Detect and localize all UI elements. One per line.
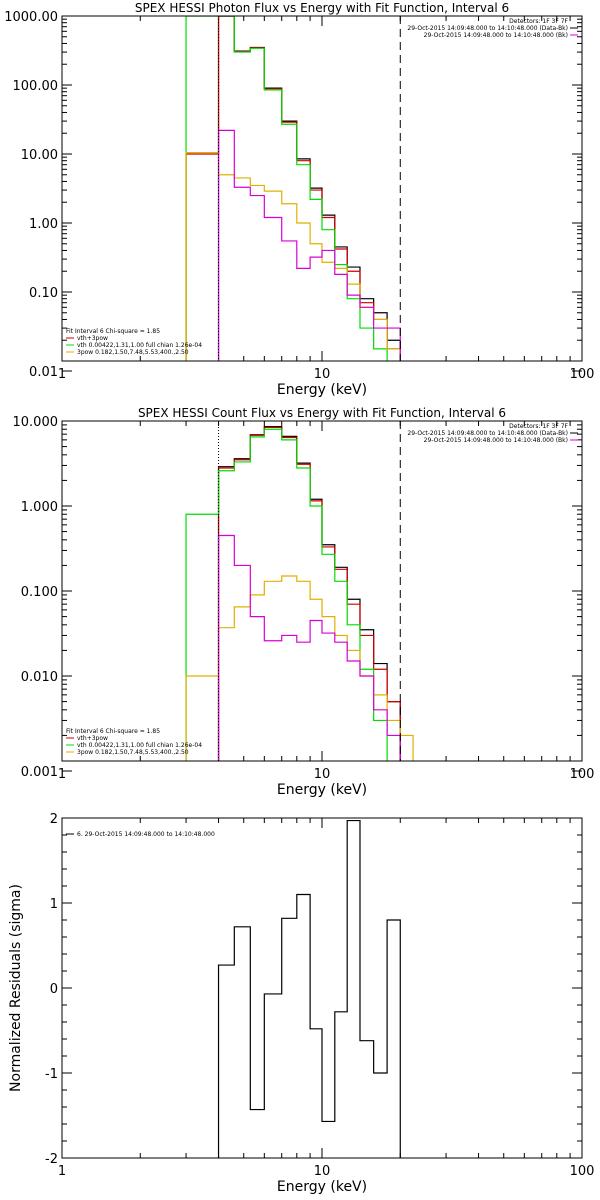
series-line-vth-3pow — [217, 426, 401, 761]
legend-right-text: Detectors: 1F 3F 7F — [509, 18, 568, 25]
y-tick-label: 0.001 — [21, 765, 58, 780]
x-tick-label: 10 — [314, 1164, 331, 1179]
chart-panel-1: SPEX HESSI Photon Flux vs Energy with Fi… — [4, 1, 594, 398]
chart-panel-3: 1 10 100 Energy (keV) -2 -1 0 1 2 Normalized Resi… — [8, 812, 594, 1195]
series-line-data-bk — [217, 425, 401, 761]
y-tick-label: 0.10 — [29, 286, 58, 301]
x-axis-label: Energy (keV) — [277, 1179, 367, 1195]
legend-right-text: 29-Oct-2015 14:09:48.000 to 14:10:48.000… — [407, 25, 568, 32]
series-line-data-bk — [217, 16, 401, 361]
chart-title: SPEX HESSI Photon Flux vs Energy with Fi… — [135, 1, 509, 15]
y-tick-label: -2 — [45, 1152, 58, 1167]
y-tick-label: -1 — [45, 1067, 58, 1082]
legend-left-text: vth 0.00422,1.31,1.00 full chian 1.26e-0… — [77, 342, 202, 349]
y-tick-label: 1.00 — [29, 217, 58, 232]
y-tick-label: 0 — [50, 982, 58, 997]
x-tick-label: 100 — [570, 367, 595, 382]
legend-right-text: Detectors: 1F 3F 7F — [509, 423, 568, 430]
legend-left-text: 6. 29-Oct-2015 14:09:48.000 to 14:10:48.… — [77, 831, 215, 838]
y-tick-label: 1 — [50, 897, 58, 912]
legend-left-header: Fit Interval 6 Chi-square = 1.85 — [66, 328, 160, 335]
y-tick-label: 10.00 — [21, 148, 58, 163]
legend-left-text: 3pow 0.182,1.50,7.48,5.53,400.,2.50 — [77, 349, 189, 356]
plot-area — [185, 16, 401, 361]
x-tick-label: 1 — [58, 1164, 66, 1179]
series-line-vth — [185, 428, 388, 761]
legend-left-header: Fit Interval 6 Chi-square = 1.85 — [66, 728, 160, 735]
y-tick-label: 1000.00 — [4, 10, 58, 25]
series-line-bk — [217, 534, 401, 761]
plot-frame — [61, 15, 583, 362]
y-tick-label: 100.00 — [13, 79, 59, 94]
y-axis-label: Normalized Residuals (sigma) — [8, 884, 24, 1092]
chart-panel-2: SPEX HESSI Count Flux vs Energy with Fit… — [13, 406, 595, 798]
y-tick-label: 0.100 — [21, 585, 58, 600]
plot-frame — [61, 817, 583, 1159]
legend-right-text: 29-Oct-2015 14:09:48.000 to 14:10:48.000… — [424, 437, 568, 444]
x-axis-label: Energy (keV) — [277, 782, 367, 798]
legend-left-text: vth+3pow — [77, 335, 108, 342]
series-line-bk — [217, 129, 401, 361]
x-tick-label: 1 — [58, 367, 66, 382]
y-tick-label: 2 — [50, 812, 58, 827]
plot-area — [185, 425, 414, 761]
series-line-3pow — [185, 575, 414, 761]
x-axis-label: Energy (keV) — [277, 382, 367, 398]
chart-title: SPEX HESSI Count Flux vs Energy with Fit… — [138, 406, 506, 420]
plot-frame — [61, 420, 583, 762]
series-line-residuals — [217, 819, 401, 1158]
legend-right-text: 29-Oct-2015 14:09:48.000 to 14:10:48.000… — [424, 32, 568, 39]
y-tick-label: 10.000 — [13, 415, 59, 430]
legend-left-text: vth 0.00422,1.31,1.00 full chian 1.26e-0… — [77, 742, 202, 749]
x-tick-label: 100 — [570, 1164, 595, 1179]
legend-left-text: 3pow 0.182,1.50,7.48,5.53,400.,2.50 — [77, 749, 189, 756]
legend-right-text: 29-Oct-2015 14:09:48.000 to 14:10:48.000… — [407, 430, 568, 437]
y-tick-label: 0.010 — [21, 670, 58, 685]
series-line-vth — [185, 16, 388, 361]
x-tick-label: 10 — [314, 367, 331, 382]
legend-left-text: vth+3pow — [77, 735, 108, 742]
plot-area — [217, 819, 401, 1158]
x-tick-label: 1 — [58, 767, 66, 782]
y-tick-label: 0.01 — [29, 365, 58, 380]
y-tick-label: 1.000 — [21, 500, 58, 515]
x-tick-label: 100 — [570, 767, 595, 782]
x-tick-label: 10 — [314, 767, 331, 782]
